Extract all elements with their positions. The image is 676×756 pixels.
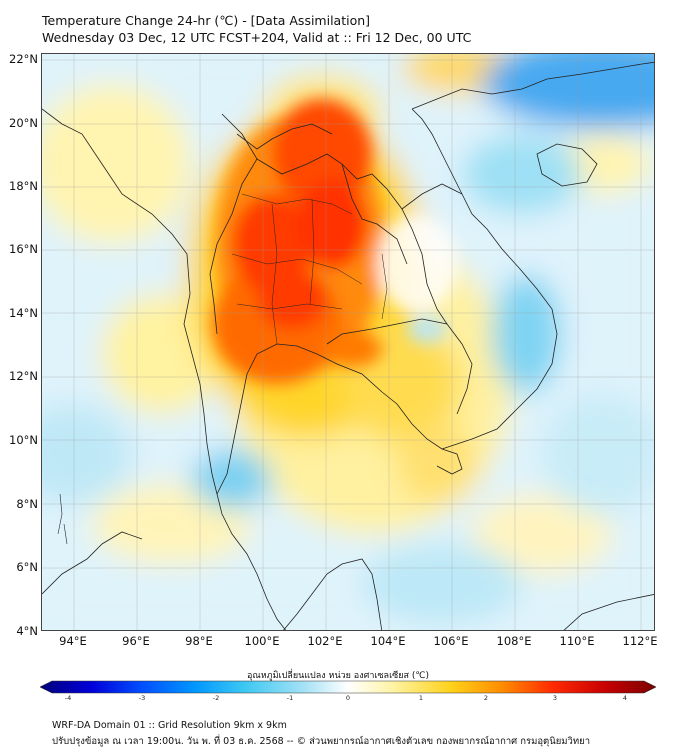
map-title: Temperature Change 24-hr (℃) - [Data Ass… (42, 12, 471, 46)
lon-tick-94: 94°E (59, 634, 87, 648)
cb-tick--1: -1 (286, 694, 294, 702)
cb-tick--2: -2 (212, 694, 220, 702)
lat-tick-20: 20°N (9, 116, 38, 130)
footer-line-1: WRF-DA Domain 01 :: Grid Resolution 9km … (52, 720, 287, 731)
lat-tick-4: 4°N (16, 624, 38, 638)
cb-tick-0: 0 (345, 694, 351, 702)
cb-tick-3: 3 (552, 694, 558, 702)
lat-tick-6: 6°N (16, 560, 38, 574)
lon-tick-110: 110°E (559, 634, 595, 648)
cb-tick-1: 1 (418, 694, 424, 702)
lat-tick-18: 18°N (9, 179, 38, 193)
lat-tick-10: 10°N (9, 433, 38, 447)
map-panel[interactable] (41, 53, 655, 631)
lon-tick-102: 102°E (307, 634, 343, 648)
temperature-field (42, 54, 654, 630)
footer-line-2: ปรับปรุงข้อมูล ณ เวลา 19:00น. วัน พ. ที่… (52, 736, 591, 747)
lat-tick-14: 14°N (9, 306, 38, 320)
colorbar (40, 680, 656, 694)
lat-tick-8: 8°N (16, 497, 38, 511)
lat-tick-16: 16°N (9, 242, 38, 256)
lat-tick-12: 12°N (9, 369, 38, 383)
lon-tick-108: 108°E (496, 634, 532, 648)
cb-tick--4: -4 (64, 694, 72, 702)
country-borders (42, 61, 654, 630)
lat-tick-22: 22°N (9, 52, 38, 66)
lon-tick-112: 112°E (622, 634, 658, 648)
colorbar-label: อุณหภูมิเปลี่ยนแปลง หน่วย องศาเซลเซียส (… (246, 671, 430, 681)
cb-tick-2: 2 (483, 694, 489, 702)
lon-tick-104: 104°E (370, 634, 406, 648)
cb-tick-4: 4 (622, 694, 628, 702)
lon-tick-106: 106°E (433, 634, 469, 648)
title-line-2: Wednesday 03 Dec, 12 UTC FCST+204, Valid… (42, 30, 472, 45)
lon-tick-96: 96°E (122, 634, 150, 648)
title-line-1: Temperature Change 24-hr (℃) - [Data Ass… (42, 13, 371, 28)
lon-tick-100: 100°E (244, 634, 280, 648)
lon-tick-98: 98°E (185, 634, 213, 648)
cb-tick--3: -3 (138, 694, 146, 702)
